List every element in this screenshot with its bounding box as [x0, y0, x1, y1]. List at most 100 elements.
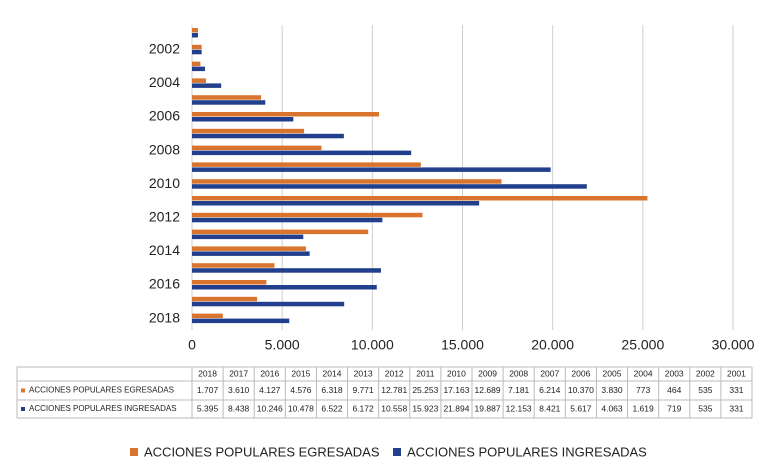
legend-label: ACCIONES POPULARES EGRESADAS [144, 444, 380, 459]
legend-swatch [130, 448, 138, 456]
x-tick-label: 25.000 [621, 337, 664, 353]
table-header: 2015 [291, 368, 310, 378]
x-tick-label: 15.000 [441, 337, 484, 353]
table-header: 2011 [416, 368, 435, 378]
table-cell: 10.478 [288, 403, 314, 413]
bar [192, 217, 383, 223]
table-header: 2008 [509, 368, 528, 378]
table-header: 2009 [478, 368, 497, 378]
bar [192, 44, 202, 50]
bar [192, 196, 648, 201]
table-cell: 25.253 [412, 385, 438, 395]
bar [192, 100, 266, 105]
table-cell: 6.214 [539, 385, 561, 395]
x-tick-label: 0 [188, 337, 196, 353]
bar [192, 212, 423, 218]
table-cell: 6.318 [321, 385, 343, 395]
bar [192, 61, 201, 67]
x-tick-label: 10.000 [351, 337, 394, 353]
legend-label: ACCIONES POPULARES INGRESADAS [407, 444, 647, 459]
table-header: 2018 [198, 368, 217, 378]
bar [192, 49, 202, 55]
table-header: 2007 [540, 368, 559, 378]
bar [192, 33, 198, 38]
table-cell: 773 [636, 385, 650, 395]
table-cell: 10.246 [257, 403, 283, 413]
bar [192, 313, 223, 319]
table-header: 2016 [260, 368, 279, 378]
bar [192, 117, 294, 122]
table-header: 2006 [571, 368, 590, 378]
bar [192, 251, 310, 256]
table-cell: 5.395 [197, 403, 219, 413]
bar [192, 318, 290, 324]
table-cell: 6.522 [321, 403, 343, 413]
table-row-label: ACCIONES POPULARES EGRESADAS [29, 386, 174, 395]
table-cell: 17.163 [443, 385, 469, 395]
bar [192, 268, 381, 273]
y-tick-label: 2016 [149, 276, 180, 292]
table-key [21, 388, 25, 393]
table-cell: 535 [698, 403, 712, 413]
table-header: 2014 [323, 368, 342, 378]
bar [192, 133, 344, 139]
bar [192, 246, 306, 251]
bar [192, 229, 369, 235]
table-cell: 4.063 [601, 403, 623, 413]
table-cell: 8.421 [539, 403, 561, 413]
table-cell: 5.617 [570, 403, 592, 413]
table-header: 2001 [727, 368, 746, 378]
table-cell: 15.923 [412, 403, 438, 413]
table-cell: 464 [667, 385, 681, 395]
legend-swatch [393, 448, 401, 456]
table-cell: 1.707 [197, 385, 219, 395]
bar [192, 167, 551, 172]
table-cell: 19.887 [475, 403, 501, 413]
bar [192, 95, 262, 100]
table-cell: 10.558 [381, 403, 407, 413]
table-cell: 719 [667, 403, 681, 413]
bar [192, 145, 322, 151]
x-tick-label: 30.000 [712, 337, 755, 353]
y-tick-label: 2004 [149, 74, 180, 90]
table-cell: 12.689 [475, 385, 501, 395]
table-cell: 1.619 [632, 403, 654, 413]
table-cell: 3.830 [601, 385, 623, 395]
table-header: 2004 [634, 368, 653, 378]
y-tick-label: 2006 [149, 108, 180, 124]
table-header: 2005 [603, 368, 622, 378]
table-cell: 7.181 [508, 385, 530, 395]
table-cell: 21.894 [443, 403, 469, 413]
bar [192, 78, 206, 83]
table-header: 2017 [229, 368, 248, 378]
bar [192, 296, 258, 302]
table-header: 2002 [696, 368, 715, 378]
table-header: 2013 [354, 368, 373, 378]
table-cell: 535 [698, 385, 712, 395]
bar [192, 128, 305, 134]
x-tick-label: 5.000 [265, 337, 300, 353]
table-header: 2012 [385, 368, 404, 378]
bar [192, 66, 205, 72]
bar [192, 179, 502, 184]
table-cell: 10.370 [568, 385, 594, 395]
bar [192, 201, 480, 206]
bar [192, 285, 377, 290]
table-cell: 8.438 [228, 403, 250, 413]
bar [192, 162, 421, 167]
y-tick-label: 2012 [149, 209, 180, 225]
bar [192, 28, 198, 33]
bar [192, 83, 222, 88]
table-cell: 331 [729, 403, 743, 413]
y-tick-label: 2014 [149, 242, 180, 258]
y-tick-label: 2002 [149, 41, 180, 57]
bar [192, 234, 304, 240]
table-cell: 12.781 [381, 385, 407, 395]
table-cell: 331 [729, 385, 743, 395]
y-tick-label: 2010 [149, 175, 180, 191]
bar [192, 184, 587, 189]
table-row-label: ACCIONES POPULARES INGRESADAS [29, 404, 177, 413]
table-header: 2010 [447, 368, 466, 378]
